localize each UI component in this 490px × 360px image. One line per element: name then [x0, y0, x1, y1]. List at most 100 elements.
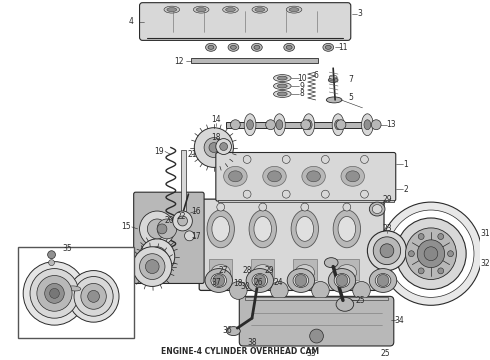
Ellipse shape [289, 8, 299, 12]
Circle shape [74, 276, 113, 316]
Ellipse shape [277, 76, 287, 80]
Ellipse shape [364, 120, 371, 130]
Text: 3: 3 [357, 9, 362, 18]
Ellipse shape [303, 114, 315, 136]
Text: 24: 24 [273, 278, 283, 287]
Ellipse shape [223, 166, 247, 186]
Ellipse shape [254, 45, 260, 49]
Text: 37: 37 [211, 278, 220, 287]
Ellipse shape [346, 171, 360, 182]
Text: 29: 29 [382, 195, 392, 204]
Ellipse shape [252, 274, 268, 287]
Text: 21: 21 [188, 150, 197, 159]
Circle shape [321, 190, 329, 198]
Text: 7: 7 [348, 75, 353, 84]
FancyBboxPatch shape [199, 199, 384, 291]
Ellipse shape [353, 282, 370, 300]
Text: 10: 10 [297, 73, 307, 82]
Ellipse shape [333, 210, 361, 248]
Circle shape [373, 237, 401, 265]
Ellipse shape [312, 282, 329, 300]
Ellipse shape [225, 8, 235, 12]
Circle shape [147, 247, 167, 267]
Ellipse shape [255, 8, 265, 12]
Ellipse shape [268, 171, 281, 182]
Circle shape [343, 203, 351, 211]
Ellipse shape [307, 171, 320, 182]
Ellipse shape [208, 45, 214, 49]
Text: 25: 25 [380, 350, 390, 359]
Ellipse shape [63, 284, 85, 292]
FancyBboxPatch shape [216, 153, 396, 201]
Ellipse shape [284, 43, 294, 51]
Circle shape [418, 268, 424, 274]
Circle shape [45, 283, 64, 303]
Bar [218, 200, 394, 202]
Ellipse shape [293, 274, 309, 287]
Bar [293, 259, 317, 280]
Ellipse shape [369, 202, 385, 216]
Polygon shape [181, 149, 187, 224]
Text: 19: 19 [154, 147, 164, 156]
Circle shape [380, 202, 482, 305]
Circle shape [295, 275, 307, 287]
Circle shape [147, 219, 167, 239]
Text: 8: 8 [299, 90, 304, 99]
Ellipse shape [332, 114, 344, 136]
Text: 31: 31 [481, 229, 490, 238]
Circle shape [368, 231, 407, 271]
Ellipse shape [251, 43, 262, 51]
Circle shape [361, 156, 368, 163]
Ellipse shape [296, 216, 314, 241]
Text: 18: 18 [234, 279, 243, 288]
Bar [192, 58, 318, 63]
Text: 34: 34 [395, 316, 405, 325]
Ellipse shape [301, 120, 311, 130]
FancyBboxPatch shape [239, 296, 394, 346]
Text: 15: 15 [121, 222, 131, 231]
Circle shape [173, 211, 193, 231]
Ellipse shape [286, 45, 292, 49]
Circle shape [301, 203, 309, 211]
Ellipse shape [325, 45, 331, 49]
Ellipse shape [324, 258, 338, 267]
Circle shape [213, 275, 224, 287]
Circle shape [140, 211, 175, 247]
Circle shape [88, 291, 99, 302]
Ellipse shape [372, 204, 382, 213]
Ellipse shape [211, 274, 226, 287]
Ellipse shape [295, 265, 315, 280]
Ellipse shape [273, 90, 291, 98]
Text: 14: 14 [211, 115, 220, 124]
Bar [209, 259, 232, 280]
Bar [335, 259, 359, 280]
Circle shape [254, 275, 266, 287]
Circle shape [406, 228, 456, 279]
Ellipse shape [244, 114, 256, 136]
Ellipse shape [328, 78, 338, 82]
Text: 29: 29 [265, 266, 274, 275]
Ellipse shape [287, 269, 315, 292]
Ellipse shape [196, 8, 206, 12]
Text: ENGINE-4 CYLINDER OVERHEAD CAM: ENGINE-4 CYLINDER OVERHEAD CAM [161, 347, 319, 356]
Circle shape [447, 251, 453, 257]
Ellipse shape [270, 282, 288, 300]
Ellipse shape [305, 120, 312, 130]
Ellipse shape [341, 166, 365, 186]
Text: 36: 36 [222, 325, 232, 334]
Ellipse shape [211, 265, 230, 280]
Circle shape [195, 128, 233, 167]
Ellipse shape [205, 43, 216, 51]
Circle shape [361, 190, 368, 198]
Ellipse shape [375, 274, 391, 287]
Circle shape [157, 224, 167, 234]
Text: 6: 6 [313, 71, 318, 80]
Ellipse shape [228, 43, 239, 51]
Circle shape [336, 275, 348, 287]
Circle shape [417, 240, 444, 267]
Ellipse shape [335, 120, 342, 130]
Ellipse shape [226, 327, 240, 336]
Circle shape [243, 156, 251, 163]
Ellipse shape [338, 216, 356, 241]
Circle shape [388, 210, 474, 297]
